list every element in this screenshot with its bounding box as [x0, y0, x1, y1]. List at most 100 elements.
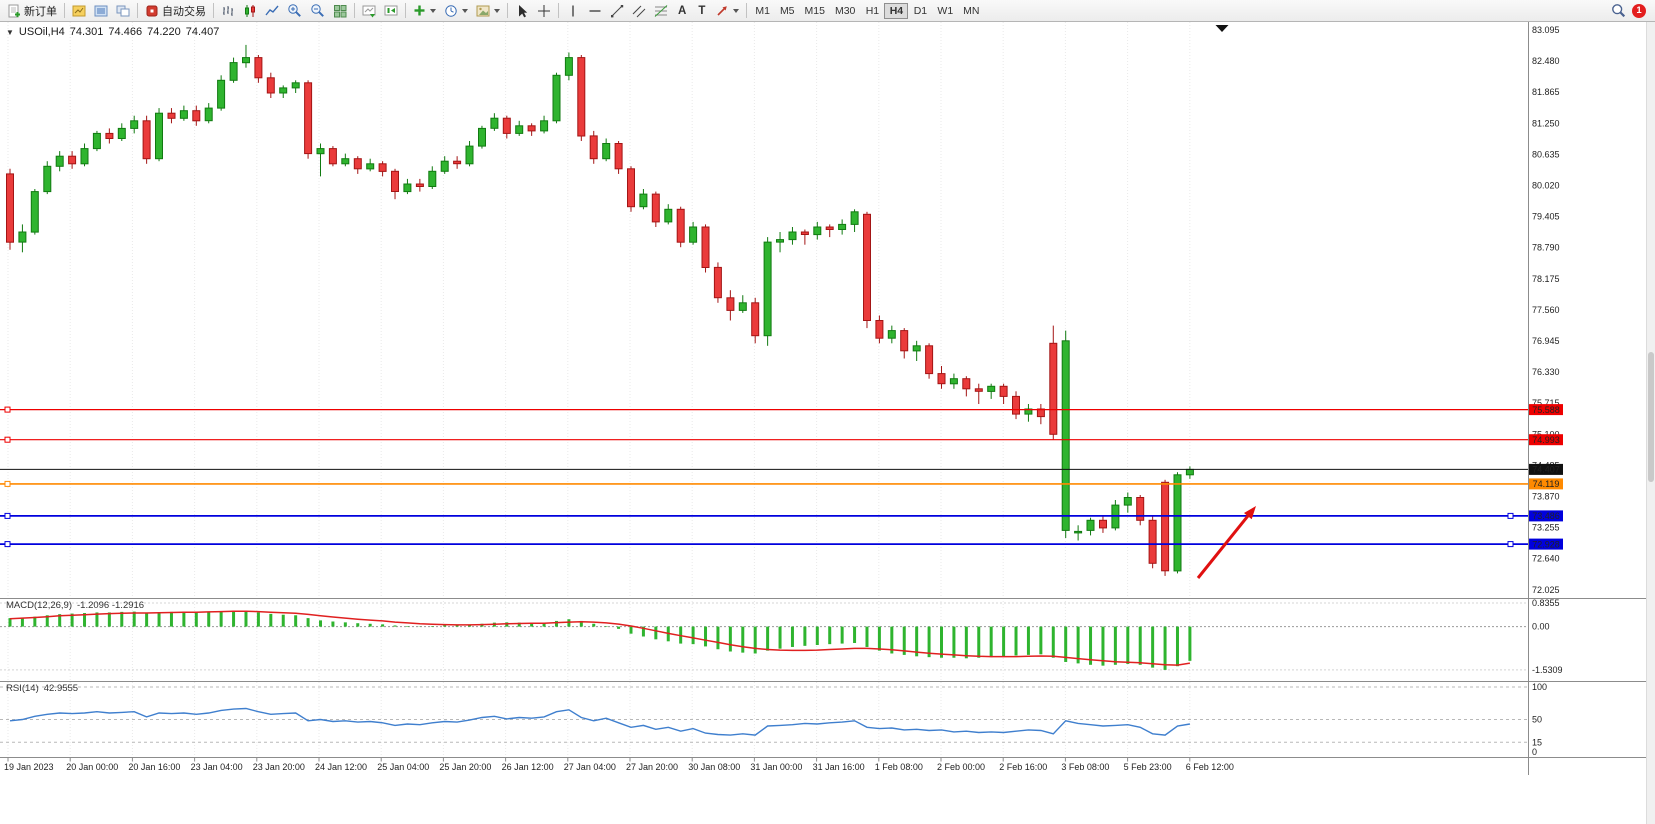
svg-text:81.865: 81.865 [1532, 87, 1560, 97]
macd-name: MACD(12,26,9) [6, 600, 72, 611]
svg-text:26 Jan 12:00: 26 Jan 12:00 [502, 762, 554, 772]
chevron-down-icon [494, 8, 500, 13]
svg-text:19 Jan 2023: 19 Jan 2023 [4, 762, 54, 772]
timeframe-button-w1[interactable]: W1 [937, 4, 954, 17]
timeframe-button-m1[interactable]: M1 [755, 4, 770, 17]
vertical-line-button[interactable] [562, 1, 584, 21]
text-button[interactable]: A [672, 1, 692, 21]
svg-text:15: 15 [1532, 737, 1542, 747]
tile-windows-icon [333, 4, 347, 18]
line-chart-button[interactable] [261, 1, 283, 21]
crosshair-button[interactable] [533, 1, 555, 21]
zoom-out-button[interactable] [306, 1, 329, 21]
tile-windows-button[interactable] [329, 1, 351, 21]
grid [7, 22, 1191, 757]
rsi-name: RSI(14) [6, 683, 39, 694]
main-toolbar: 新订单 自动交易 A [0, 0, 1655, 22]
timeframe-button-m30[interactable]: M30 [834, 4, 856, 17]
bar-chart-button[interactable] [217, 1, 239, 21]
svg-text:1 Feb 08:00: 1 Feb 08:00 [875, 762, 923, 772]
timeframe-button-h1[interactable]: H1 [865, 4, 880, 17]
toolbar-separator [64, 3, 65, 18]
trendline-button[interactable] [606, 1, 628, 21]
autoscroll-button[interactable] [358, 1, 380, 21]
ohlc-collapse-icon[interactable]: ▼ [6, 27, 14, 37]
svg-text:74.407: 74.407 [1532, 465, 1560, 475]
arrows-button[interactable] [711, 1, 743, 21]
svg-text:82.480: 82.480 [1532, 56, 1560, 66]
svg-text:31 Jan 00:00: 31 Jan 00:00 [750, 762, 802, 772]
horizontal-line-icon [588, 4, 602, 18]
autotrading-status-icon [145, 4, 159, 18]
timeframe-button-m5[interactable]: M5 [779, 4, 795, 17]
navigator-icon [116, 4, 130, 18]
data-window-button[interactable] [90, 1, 112, 21]
svg-text:0.00: 0.00 [1532, 622, 1550, 632]
new-order-label: 新订单 [24, 5, 57, 18]
autotrading-label: 自动交易 [162, 5, 206, 18]
svg-text:24 Jan 12:00: 24 Jan 12:00 [315, 762, 367, 772]
chart-canvas[interactable]: 0.8355 0.00 -1.5309 100 50 150 83.095 82.480 81.… [0, 22, 1646, 775]
time-axis: 19 Jan 2023 20 Jan 00:00 20 Jan 16:00 23 Ja… [4, 757, 1234, 772]
period-selector-button[interactable] [440, 1, 472, 21]
data-window-icon [94, 4, 108, 18]
autotrading-button[interactable]: 自动交易 [141, 1, 210, 21]
chart-close: 74.407 [185, 26, 220, 38]
svg-text:74.993: 74.993 [1532, 435, 1560, 445]
svg-text:25 Jan 20:00: 25 Jan 20:00 [439, 762, 491, 772]
fibonacci-button[interactable] [650, 1, 672, 21]
svg-text:23 Jan 04:00: 23 Jan 04:00 [191, 762, 243, 772]
timeframe-button-d1[interactable]: D1 [913, 4, 928, 17]
chart-shift-button[interactable] [380, 1, 402, 21]
svg-text:77.560: 77.560 [1532, 305, 1560, 315]
candlestick-chart-button[interactable] [239, 1, 261, 21]
notification-badge[interactable]: 1 [1632, 3, 1646, 18]
svg-text:25 Jan 04:00: 25 Jan 04:00 [377, 762, 429, 772]
cursor-button[interactable] [511, 1, 533, 21]
chart-area[interactable]: 0.8355 0.00 -1.5309 100 50 15 0 83.095 82.480 81.… [0, 22, 1646, 824]
market-watch-icon [72, 4, 86, 18]
search-icon [1611, 3, 1626, 18]
svg-text:73.486: 73.486 [1532, 511, 1560, 521]
rsi-label: RSI(14) 42.9555 [6, 683, 78, 694]
vertical-scrollbar[interactable] [1646, 22, 1655, 824]
template-icon [476, 4, 490, 18]
svg-text:80.020: 80.020 [1532, 181, 1560, 191]
chart-symbol: USOil,H4 [18, 26, 65, 38]
scrollbar-thumb[interactable] [1648, 352, 1654, 482]
timeframe-button-m15[interactable]: M15 [804, 4, 825, 17]
timeframe-button-mn[interactable]: MN [963, 4, 980, 17]
svg-text:73.870: 73.870 [1532, 492, 1560, 502]
navigator-button[interactable] [112, 1, 134, 21]
timeframe-button-h4[interactable]: H4 [884, 2, 909, 19]
svg-text:20 Jan 00:00: 20 Jan 00:00 [66, 762, 118, 772]
zoom-out-icon [310, 3, 325, 18]
new-order-button[interactable]: 新订单 [3, 1, 61, 21]
market-watch-button[interactable] [68, 1, 90, 21]
add-indicator-button[interactable] [409, 1, 440, 21]
channel-button[interactable] [628, 1, 650, 21]
zoom-in-button[interactable] [283, 1, 306, 21]
svg-text:72.928: 72.928 [1532, 539, 1560, 549]
toolbar-separator [558, 3, 559, 18]
crosshair-icon [537, 4, 551, 18]
chevron-down-icon [430, 8, 436, 13]
candlestick-series [6, 44, 1194, 576]
text-label-button[interactable]: T [692, 1, 711, 21]
svg-text:50: 50 [1532, 715, 1542, 725]
svg-text:20 Jan 16:00: 20 Jan 16:00 [128, 762, 180, 772]
panel-separators [0, 22, 1646, 775]
chevron-down-icon [462, 8, 468, 13]
svg-text:76.330: 76.330 [1532, 367, 1560, 377]
channel-icon [632, 4, 646, 18]
svg-text:80.635: 80.635 [1532, 149, 1560, 159]
horizontal-line-button[interactable] [584, 1, 606, 21]
svg-text:5 Feb 23:00: 5 Feb 23:00 [1124, 762, 1172, 772]
template-selector-button[interactable] [472, 1, 504, 21]
line-chart-icon [265, 4, 279, 18]
search-button[interactable] [1607, 1, 1630, 21]
svg-text:3 Feb 08:00: 3 Feb 08:00 [1061, 762, 1109, 772]
macd-panel: 0.8355 0.00 -1.5309 [0, 598, 1563, 675]
arrow-tool-icon [715, 4, 729, 18]
